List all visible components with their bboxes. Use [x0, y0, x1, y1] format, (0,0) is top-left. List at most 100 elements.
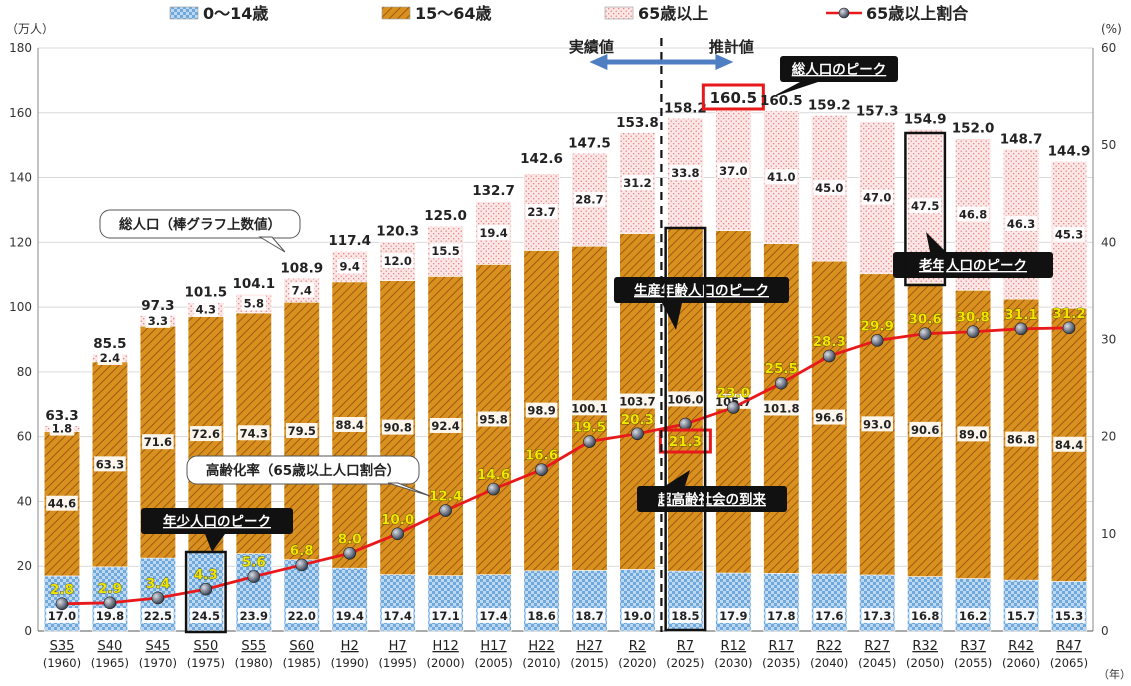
callout-elderly-peak-box	[893, 252, 1053, 278]
y-tick-right: 60	[1101, 41, 1116, 55]
callout-super-aged-box	[637, 486, 787, 512]
value-label-child: 24.5	[192, 609, 220, 623]
callout-total-label-box	[99, 209, 301, 239]
value-label-child-bg	[525, 608, 558, 623]
y-tick-left: 100	[9, 300, 32, 314]
x-tick-year: (2010)	[522, 656, 560, 670]
value-label-working-bg	[1005, 431, 1037, 447]
callout-total-peak-box	[780, 56, 898, 82]
ratio-label: 2.9	[98, 581, 122, 597]
callout-elderly-peak-text: 老年人口のピーク	[919, 257, 1027, 274]
total-label: 104.1	[232, 276, 275, 292]
y-tick-right: 50	[1101, 138, 1116, 152]
legend-label: 15～64歳	[415, 4, 492, 23]
ratio-marker	[918, 327, 932, 340]
value-label-working: 100.1	[571, 401, 607, 415]
value-label-child-bg	[142, 608, 174, 623]
value-label-working: 89.0	[959, 427, 987, 441]
total-label: 132.7	[472, 183, 515, 199]
value-label-working: 101.8	[763, 401, 799, 415]
total-label: 158.2	[664, 101, 707, 117]
value-label-elderly-bg	[573, 191, 606, 207]
working-peak-highlight	[664, 226, 707, 632]
value-label-elderly: 47.0	[863, 191, 891, 205]
value-label-child: 17.0	[48, 609, 76, 623]
value-label-elderly-bg	[669, 165, 702, 181]
ratio-marker	[151, 591, 165, 605]
y-tick-left: 20	[17, 559, 32, 573]
y-unit-right: (%)	[1101, 22, 1122, 36]
legend-label: 0～14歳	[203, 4, 268, 23]
value-label-working-bg	[861, 416, 894, 432]
total-label: 142.6	[520, 151, 563, 167]
total-label: 147.5	[568, 135, 611, 151]
value-label-elderly: 7.4	[292, 283, 312, 297]
bar-segment-child	[955, 578, 992, 632]
value-label-elderly-bg	[193, 301, 219, 317]
value-label-child: 17.3	[863, 609, 891, 623]
y-tick-right: 0	[1101, 624, 1109, 638]
value-label-elderly: 33.8	[671, 166, 699, 180]
x-tick-year: (2030)	[714, 656, 752, 670]
value-label-child: 18.6	[527, 609, 555, 623]
value-label-child-bg	[669, 608, 702, 623]
segment-labels: 17.0 44.6 1.8 19.8 63.3 2.4 22.5 71.6 3.3 24.5 72.…	[46, 162, 1085, 623]
ratio-marker	[391, 527, 404, 541]
value-label-child: 23.9	[240, 609, 268, 623]
callout-super-aged-text: 超高齢社会の到来	[657, 491, 766, 508]
bar-segment-child	[1003, 579, 1040, 632]
value-label-elderly-bg	[49, 420, 75, 436]
x-tick-year: (2035)	[762, 656, 800, 670]
value-label-working-bg	[190, 426, 222, 442]
callout-working-peak-text: 生産年齢人口のピーク	[634, 282, 769, 299]
total-label: 63.3	[45, 408, 78, 424]
callout-super-aged: 超高齢社会の到来	[637, 470, 787, 512]
value-label-child-bg	[909, 608, 941, 623]
value-label-child-bg	[429, 608, 462, 623]
value-label-child-bg	[813, 608, 846, 623]
x-tick-label: R2	[629, 639, 646, 654]
value-label-elderly-bg	[381, 253, 414, 269]
value-label-child: 19.4	[336, 609, 364, 623]
value-label-child-bg	[237, 608, 270, 623]
ratio-marker	[343, 546, 357, 560]
value-label-child: 17.8	[767, 609, 795, 623]
value-label-elderly: 45.0	[815, 181, 843, 195]
x-tick-label: S60	[289, 639, 314, 654]
ratio-marker	[727, 401, 740, 414]
x-tick-year: (2000)	[426, 656, 464, 670]
ratio-label: 8.0	[338, 531, 362, 547]
bar-segment-child	[1050, 581, 1088, 632]
total-label: 108.9	[280, 260, 323, 276]
value-label-working-bg	[957, 426, 989, 442]
total-label: 153.8	[616, 115, 659, 131]
total-label: 152.0	[952, 121, 995, 137]
total-label: 120.3	[376, 223, 419, 239]
total-label: 154.9	[904, 111, 947, 127]
value-label-working-bg	[525, 402, 558, 418]
legend-label: 65歳以上	[638, 4, 708, 23]
value-label-working: 95.8	[479, 413, 507, 427]
value-label-child-bg	[94, 608, 126, 623]
x-tick-year: (2020)	[618, 656, 656, 670]
value-label-elderly: 3.3	[148, 314, 168, 328]
value-label-elderly-bg	[525, 204, 558, 220]
x-tick-year: (2060)	[1002, 656, 1040, 670]
value-label-working-bg	[570, 400, 609, 416]
x-tick-label: R22	[816, 639, 842, 654]
total-label: 157.3	[856, 104, 899, 120]
value-label-elderly-bg	[1005, 216, 1037, 232]
ratio-label: 12.4	[429, 489, 462, 505]
value-label-working-bg	[46, 495, 78, 511]
ratio-highlight-box	[658, 428, 712, 454]
ratio-marker	[199, 582, 213, 596]
value-label-working-bg	[333, 417, 366, 433]
ratio-label: 25.5	[765, 361, 798, 377]
x-tick-label: H22	[528, 639, 554, 654]
value-label-child: 16.8	[911, 609, 939, 623]
value-label-elderly-bg	[861, 189, 894, 205]
callout-child-peak-tail	[205, 534, 225, 552]
x-tick-label: R47	[1056, 639, 1082, 654]
value-label-child: 18.7	[575, 609, 603, 623]
value-label-elderly: 37.0	[719, 164, 747, 178]
